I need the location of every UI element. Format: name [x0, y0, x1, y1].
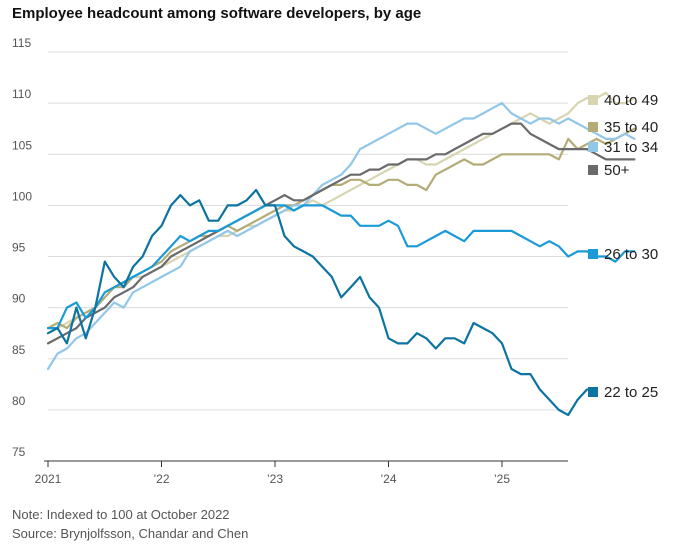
y-tick-label: 90 [12, 292, 26, 306]
y-axis: 75 80 85 90 95 100 105 110 115 [12, 36, 32, 459]
series-line-40-to-49 [46, 91, 636, 330]
legend-label: 35 to 40 [604, 119, 658, 136]
source-text: Source: Brynjolfsson, Chandar and Chen [12, 526, 249, 541]
legend: 40 to 49 35 to 40 31 to 34 50+ 26 to 30 22 to… [588, 92, 658, 401]
y-tick-label: 115 [12, 36, 31, 50]
legend-label: 26 to 30 [604, 246, 658, 263]
legend-label: 31 to 34 [604, 139, 658, 156]
legend-label: 22 to 25 [604, 384, 658, 401]
note-text: Note: Indexed to 100 at October 2022 [12, 507, 230, 522]
x-tick-label: ’25 [494, 472, 510, 486]
legend-swatch [588, 95, 598, 105]
x-tick-label: ’23 [267, 472, 283, 486]
legend-swatch [588, 142, 598, 152]
legend-label: 50+ [604, 162, 630, 179]
y-tick-label: 95 [12, 241, 26, 255]
x-tick-label: 2021 [35, 472, 62, 486]
y-tick-label: 75 [12, 445, 26, 459]
legend-swatch [588, 122, 598, 132]
series-line-50plus [46, 122, 636, 345]
y-tick-label: 80 [12, 394, 26, 408]
legend-label: 40 to 49 [604, 92, 658, 109]
y-tick-label: 110 [12, 87, 31, 101]
chart-title: Employee headcount among software develo… [12, 5, 422, 22]
series-lines [46, 91, 636, 417]
legend-swatch [588, 165, 598, 175]
series-line-22-to-25 [46, 188, 589, 417]
series-line-31-to-34 [46, 101, 636, 371]
y-tick-label: 105 [12, 138, 32, 152]
x-tick-label: ’24 [380, 472, 396, 486]
legend-swatch [588, 387, 598, 397]
chart-notes: Note: Indexed to 100 at October 2022 Sou… [12, 505, 248, 543]
legend-swatch [588, 249, 598, 259]
y-tick-label: 85 [12, 343, 26, 357]
series-line-26-to-30 [46, 204, 636, 330]
x-axis: 2021 ’22 ’23 ’24 ’25 [35, 460, 568, 486]
y-tick-label: 100 [12, 189, 32, 203]
x-tick-label: ’22 [153, 472, 169, 486]
